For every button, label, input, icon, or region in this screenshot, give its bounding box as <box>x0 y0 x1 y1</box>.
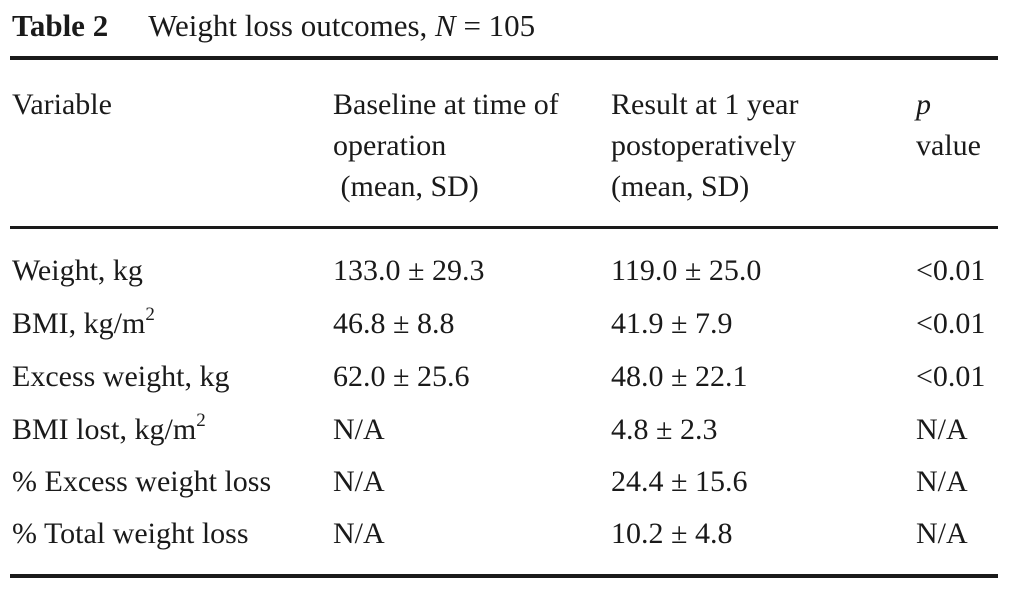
row-result: 10.2 ± 4.8 <box>611 517 733 550</box>
header-baseline-line: operation <box>333 129 447 162</box>
header-p-word: value <box>916 129 981 162</box>
row-variable-text: BMI lost, kg/m <box>12 413 197 446</box>
row-variable: BMI, kg/m2 <box>12 303 155 344</box>
row-p-value: <0.01 <box>916 360 986 393</box>
row-result: 48.0 ± 22.1 <box>611 360 748 393</box>
header-baseline-line: Baseline at time of <box>333 88 559 121</box>
row-variable: Excess weight, kg <box>12 360 230 393</box>
row-baseline: N/A <box>333 517 385 550</box>
row-baseline: N/A <box>333 465 385 498</box>
row-baseline: 46.8 ± 8.8 <box>333 307 455 340</box>
row-p-value: N/A <box>916 517 968 550</box>
header-baseline-line: (mean, SD) <box>333 170 479 203</box>
header-p-value: p value <box>916 84 981 166</box>
row-baseline: 133.0 ± 29.3 <box>333 254 485 287</box>
row-p-value: N/A <box>916 413 968 446</box>
header-result-line: postoperatively <box>611 129 796 162</box>
row-p-value: N/A <box>916 465 968 498</box>
row-baseline: N/A <box>333 413 385 446</box>
header-result-line: Result at 1 year <box>611 88 799 121</box>
header-result: Result at 1 year postoperatively (mean, … <box>611 84 798 207</box>
row-variable: BMI lost, kg/m2 <box>12 409 206 450</box>
row-result: 41.9 ± 7.9 <box>611 307 733 340</box>
table-label: Table 2 <box>12 8 109 43</box>
row-p-value: <0.01 <box>916 307 986 340</box>
table-title: Weight loss outcomes, <box>148 8 436 43</box>
sample-size-value: = 105 <box>455 8 536 43</box>
row-variable: % Total weight loss <box>12 517 249 550</box>
table-caption: Table 2 Weight loss outcomes, N = 105 <box>12 6 535 46</box>
row-variable-text: BMI, kg/m <box>12 307 146 340</box>
bottom-rule <box>10 574 998 578</box>
sample-size-symbol: N <box>435 8 456 43</box>
header-rule <box>10 226 998 229</box>
row-variable-superscript: 2 <box>145 304 155 325</box>
row-variable: Weight, kg <box>12 254 143 287</box>
row-variable-superscript: 2 <box>196 410 206 431</box>
header-p-symbol: p <box>916 88 931 121</box>
top-rule <box>10 56 998 60</box>
header-variable: Variable <box>12 88 112 121</box>
header-baseline: Baseline at time of operation (mean, SD) <box>333 84 559 207</box>
row-result: 24.4 ± 15.6 <box>611 465 748 498</box>
row-p-value: <0.01 <box>916 254 986 287</box>
header-result-line: (mean, SD) <box>611 170 750 203</box>
row-baseline: 62.0 ± 25.6 <box>333 360 470 393</box>
row-result: 4.8 ± 2.3 <box>611 413 718 446</box>
row-variable: % Excess weight loss <box>12 465 272 498</box>
row-result: 119.0 ± 25.0 <box>611 254 762 287</box>
